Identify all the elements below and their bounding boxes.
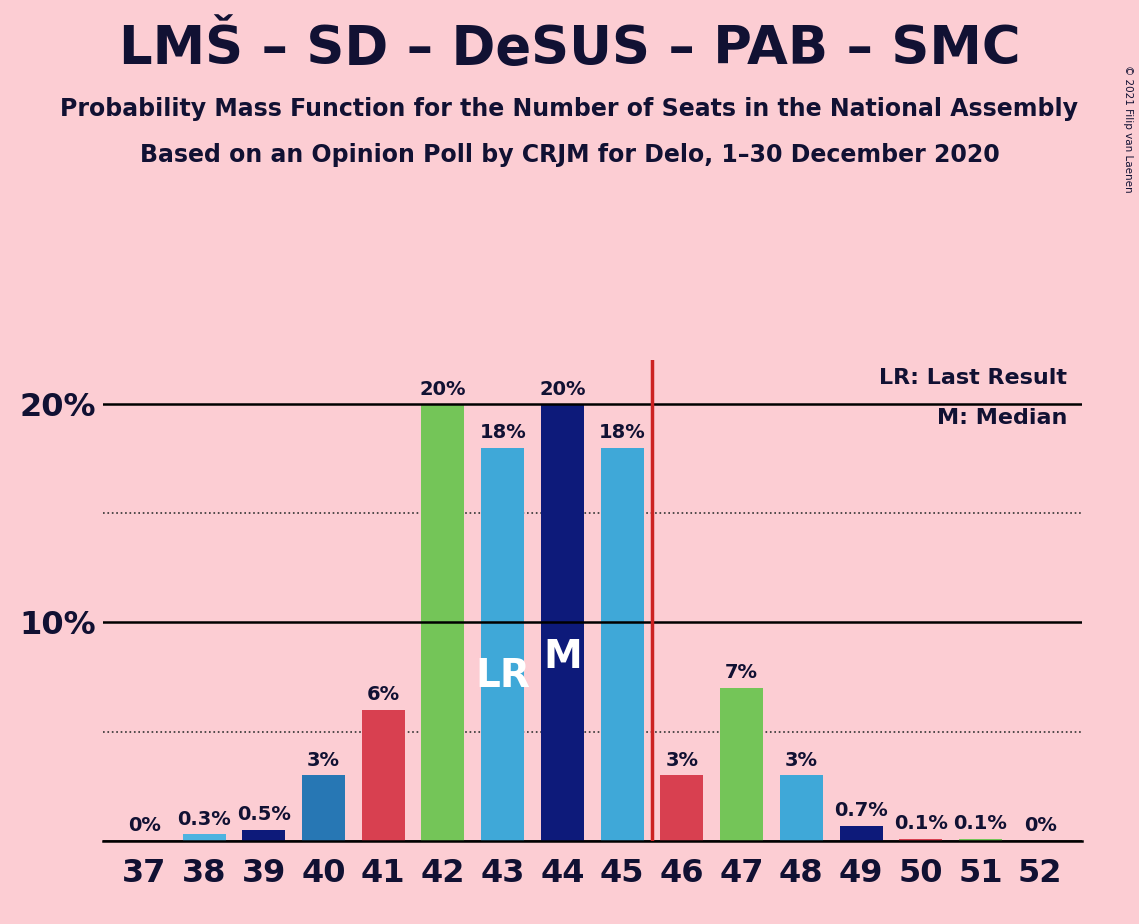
Text: 3%: 3% <box>785 751 818 770</box>
Text: 3%: 3% <box>308 751 341 770</box>
Text: 0%: 0% <box>1024 817 1057 835</box>
Text: LR: LR <box>475 657 530 695</box>
Text: © 2021 Filip van Laenen: © 2021 Filip van Laenen <box>1123 65 1133 192</box>
Text: 18%: 18% <box>599 423 646 443</box>
Text: 0.1%: 0.1% <box>953 814 1008 833</box>
Text: 0.5%: 0.5% <box>237 806 290 824</box>
Bar <box>900 839 942 841</box>
Bar <box>362 710 404 841</box>
Bar <box>481 448 524 841</box>
Bar <box>182 834 226 841</box>
Text: 3%: 3% <box>665 751 698 770</box>
Text: 0.3%: 0.3% <box>178 809 231 829</box>
Text: LR: Last Result: LR: Last Result <box>879 368 1067 387</box>
Bar <box>243 830 285 841</box>
Text: 7%: 7% <box>726 663 759 683</box>
Text: 6%: 6% <box>367 686 400 704</box>
Bar <box>839 825 883 841</box>
Bar <box>302 775 345 841</box>
Text: Probability Mass Function for the Number of Seats in the National Assembly: Probability Mass Function for the Number… <box>60 97 1079 121</box>
Bar <box>720 688 763 841</box>
Text: Based on an Opinion Poll by CRJM for Delo, 1–30 December 2020: Based on an Opinion Poll by CRJM for Del… <box>140 143 999 167</box>
Text: M: Median: M: Median <box>937 408 1067 429</box>
Text: LMŠ – SD – DeSUS – PAB – SMC: LMŠ – SD – DeSUS – PAB – SMC <box>118 23 1021 75</box>
Text: 0.1%: 0.1% <box>894 814 948 833</box>
Bar <box>421 404 465 841</box>
Bar <box>541 404 584 841</box>
Bar <box>959 839 1002 841</box>
Text: 20%: 20% <box>539 380 585 398</box>
Text: M: M <box>543 638 582 676</box>
Bar <box>780 775 822 841</box>
Text: 20%: 20% <box>419 380 466 398</box>
Text: 0%: 0% <box>128 817 161 835</box>
Bar <box>600 448 644 841</box>
Bar <box>661 775 704 841</box>
Text: 0.7%: 0.7% <box>834 801 888 821</box>
Text: 18%: 18% <box>480 423 526 443</box>
